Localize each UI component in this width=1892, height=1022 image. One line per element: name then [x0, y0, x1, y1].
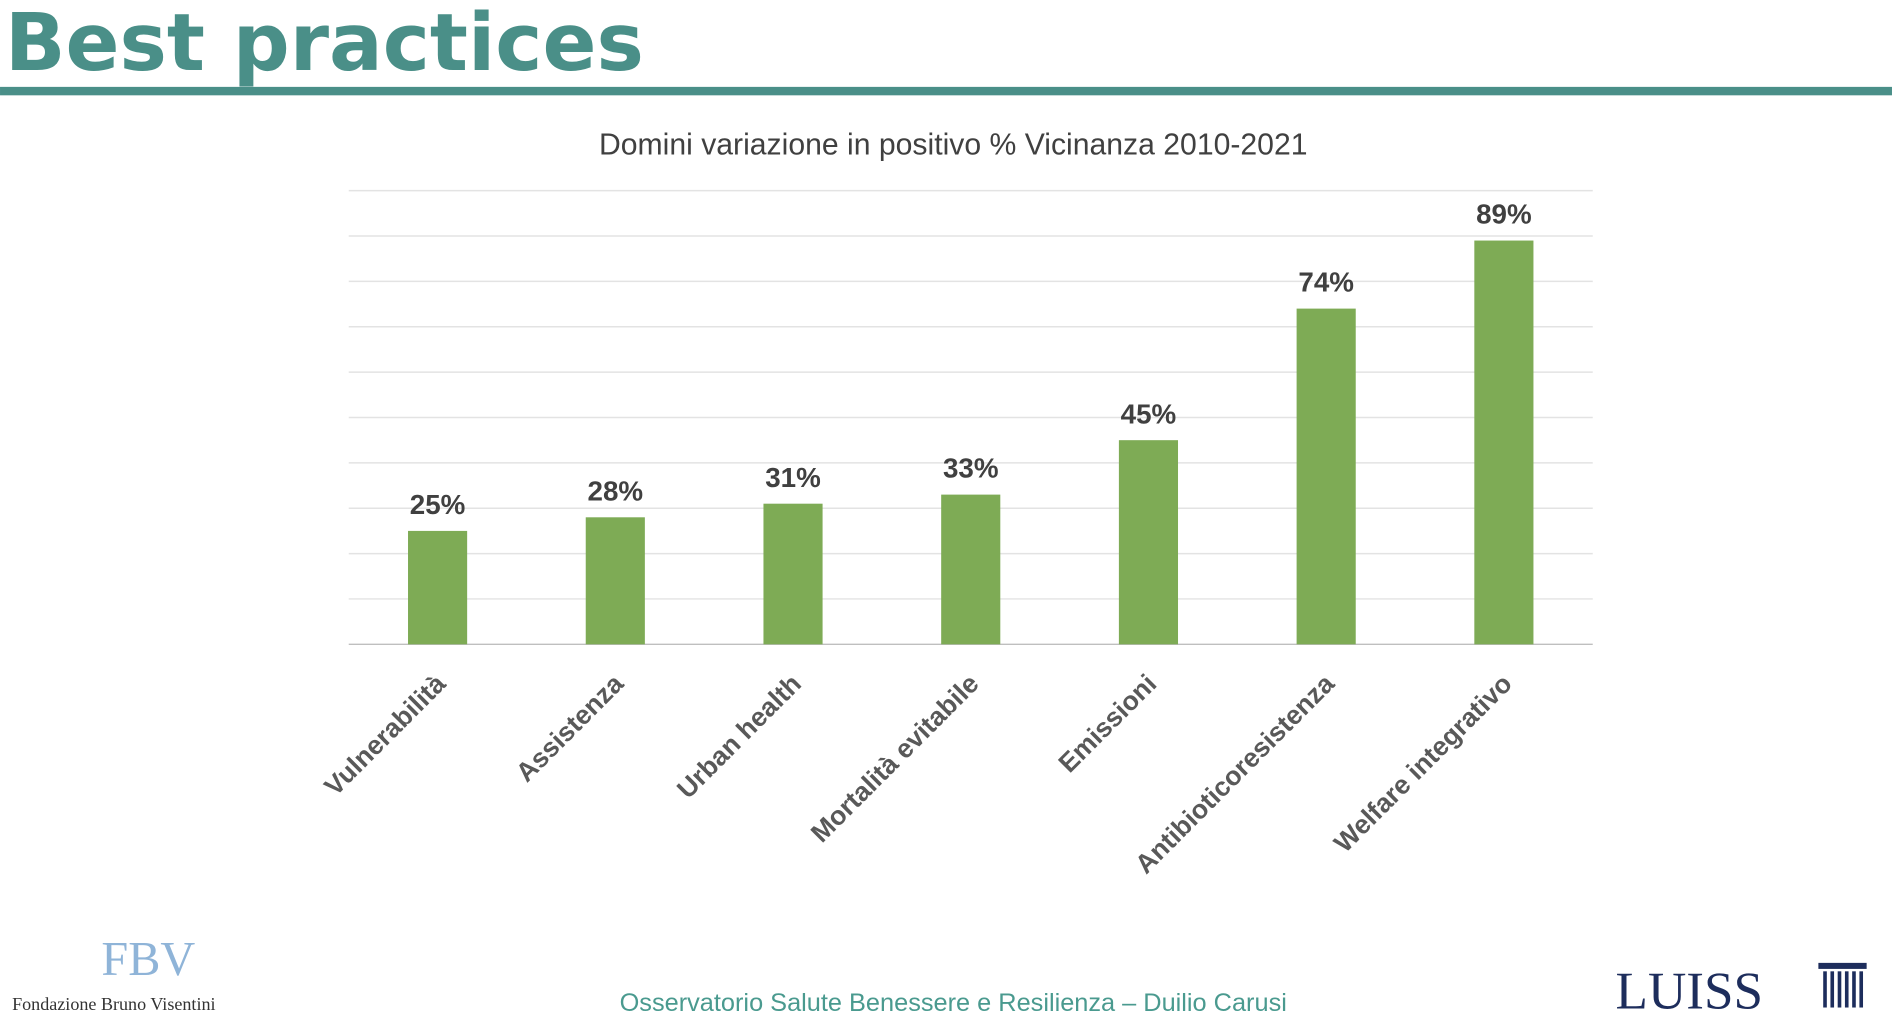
- brand: LUISS: [1616, 963, 1763, 1021]
- x-tick-label: Antibioticoresistenza: [1129, 668, 1340, 879]
- bar: [941, 494, 1001, 645]
- slide-title: Best practices: [5, 0, 644, 89]
- logo: FBV: [101, 933, 195, 986]
- organization: Fondazione Bruno Visentini: [12, 994, 215, 1014]
- x-tick-label: Urban health: [671, 668, 807, 804]
- chart-title: Domini variazione in positivo % Vicinanz…: [599, 128, 1308, 161]
- brand-icon: [1818, 962, 1867, 1008]
- bar: [585, 517, 645, 645]
- bar: [1296, 308, 1356, 645]
- bar: [408, 530, 468, 645]
- data-label: 28%: [588, 475, 644, 506]
- data-label: 25%: [410, 489, 466, 520]
- bar: [1474, 240, 1534, 645]
- x-tick-label: Assistenza: [510, 668, 629, 787]
- bar: [1118, 440, 1179, 645]
- x-tick-label: Vulnerabilità: [318, 668, 451, 801]
- data-label: 89%: [1476, 199, 1532, 230]
- x-tick-label: Mortalità evitabile: [805, 668, 985, 848]
- footer-caption: Osservatorio Salute Benessere e Resilien…: [620, 989, 1287, 1017]
- data-label: 31%: [765, 462, 821, 493]
- x-tick-label: Welfare integrativo: [1328, 668, 1518, 858]
- data-label: 33%: [943, 453, 999, 484]
- x-tick-label: Emissioni: [1053, 668, 1163, 778]
- title-rule: [0, 86, 1892, 96]
- data-label: 45%: [1121, 398, 1177, 429]
- data-label: 74%: [1298, 267, 1354, 298]
- bar: [763, 503, 823, 645]
